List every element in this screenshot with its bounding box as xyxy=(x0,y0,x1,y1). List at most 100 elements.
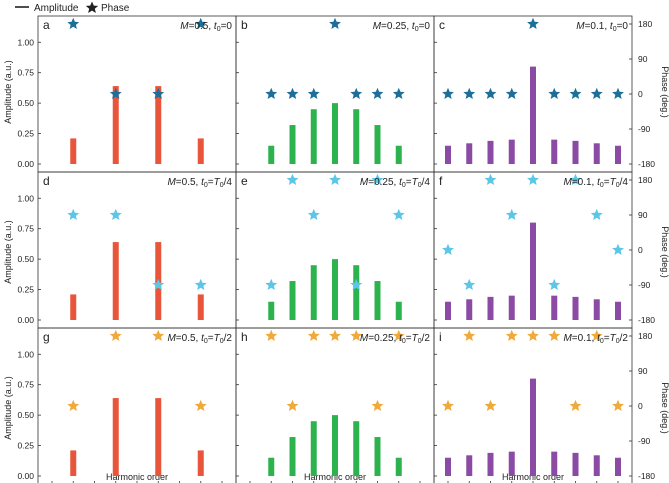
y-right-tick-label: -90 xyxy=(638,124,651,134)
amplitude-bar xyxy=(551,451,558,476)
panel-e: e M=0.25, t0=T0/4 xyxy=(235,171,435,329)
panel-a: 0.00 0.25 0.50 0.75 1.00 a M=0.5, t0=0 xyxy=(17,15,237,173)
panels-grid: 0.00 0.25 0.50 0.75 1.00 a M=0.5, t0=0 0.00 0.25… xyxy=(17,15,655,483)
amplitude-bar xyxy=(353,109,360,164)
phase-star xyxy=(442,399,454,412)
phase-star xyxy=(392,208,405,221)
panel-title: M=0.25, t0=T0/2 xyxy=(360,333,431,345)
amplitude-bar xyxy=(374,281,381,320)
phase-star xyxy=(463,87,476,100)
y-left-tick-label: 0.00 xyxy=(17,315,34,325)
phase-star xyxy=(505,208,518,221)
x-title-col3: Harmonic order xyxy=(502,472,564,482)
amplitude-bar xyxy=(530,66,536,164)
y-left-tick-label: 0.50 xyxy=(17,410,34,420)
panel-letter: a xyxy=(43,18,50,32)
y-left-title-row1: Amplitude (a.u.) xyxy=(3,60,13,124)
phase-star xyxy=(527,17,539,30)
y-left-tick-label: 0.75 xyxy=(17,68,34,78)
y-right-tick-label: 0 xyxy=(638,89,643,99)
y-axis-titles: Amplitude (a.u.) Amplitude (a.u.) Amplit… xyxy=(3,60,669,440)
amplitude-bar xyxy=(508,139,515,164)
amplitude-bar xyxy=(508,295,515,320)
amplitude-bar xyxy=(310,109,317,164)
panel-f: -180 -90 0 90 180 f M=0.1, t0=T0/4 xyxy=(433,171,655,329)
y-right-tick-label: -180 xyxy=(638,315,655,325)
phase-star xyxy=(286,399,299,412)
y-right-tick-label: 0 xyxy=(638,245,643,255)
phase-star xyxy=(463,329,476,342)
panel-h: -4-3-2-101234hM=0.25, t0=T0/2 xyxy=(235,327,435,483)
amplitude-bar xyxy=(353,421,360,476)
y-left-tick-label: 1.00 xyxy=(17,37,34,47)
y-right-tick-label: -90 xyxy=(638,280,651,290)
panel-c: -180 -90 0 90 180 c M=0.1, t0=0 xyxy=(433,15,655,173)
panel-frame xyxy=(37,327,237,483)
amplitude-bar xyxy=(466,143,473,164)
y-left-tick-label: 0.50 xyxy=(17,254,34,264)
amplitude-bar xyxy=(615,145,621,164)
panel-title: M=0.1, t0=T0/4 xyxy=(563,177,628,189)
amplitude-bar xyxy=(445,145,451,164)
amplitude-bar xyxy=(289,281,296,320)
phase-star xyxy=(194,278,207,291)
y-right-tick-label: 180 xyxy=(638,175,652,185)
amplitude-bar xyxy=(70,294,77,320)
y-right-tick-label: 0 xyxy=(638,401,643,411)
phase-star xyxy=(371,173,384,186)
panel-d: 0.00 0.25 0.50 0.75 1.00 d M=0.5, t0=T0/4 xyxy=(17,171,237,329)
amplitude-bar xyxy=(353,265,360,320)
phase-star xyxy=(350,278,363,291)
amplitude-bar xyxy=(487,140,494,164)
y-left-tick-label: 0.50 xyxy=(17,98,34,108)
phase-star xyxy=(307,87,320,100)
amplitude-bar xyxy=(615,301,621,320)
phase-star xyxy=(350,329,363,342)
amplitude-legend-label: Amplitude xyxy=(34,3,79,14)
amplitude-bar xyxy=(572,296,579,320)
amplitude-bar xyxy=(332,259,338,320)
y-left-title-row2: Amplitude (a.u.) xyxy=(3,220,13,284)
y-right-title-row2: Phase (deg.) xyxy=(660,226,669,278)
phase-star xyxy=(67,208,80,221)
y-right-title-row3: Phase (deg.) xyxy=(660,382,669,434)
phase-star xyxy=(329,173,341,186)
amplitude-bar xyxy=(530,378,536,476)
amplitude-bar xyxy=(70,138,77,164)
amplitude-bar xyxy=(155,398,162,476)
y-left-tick-label: 0.00 xyxy=(17,159,34,169)
panel-letter: i xyxy=(439,330,442,344)
phase-star xyxy=(569,399,582,412)
y-right-tick-label: 90 xyxy=(638,54,648,64)
phase-star xyxy=(371,399,384,412)
panel-letter: c xyxy=(439,18,445,32)
panel-title: M=0.5, t0=T0/4 xyxy=(167,177,232,189)
panel-title: M=0.25, t0=T0/4 xyxy=(360,177,431,189)
legend: Amplitude Phase xyxy=(15,1,130,14)
phase-star xyxy=(569,87,582,100)
amplitude-bar xyxy=(445,457,451,476)
amplitude-bar xyxy=(374,437,381,476)
phase-star xyxy=(194,399,207,412)
amplitude-bar xyxy=(395,457,402,476)
phase-star xyxy=(109,208,122,221)
phase-star xyxy=(463,278,476,291)
amplitude-bar xyxy=(445,301,451,320)
phase-star xyxy=(307,208,320,221)
phase-star xyxy=(194,17,207,30)
y-right-tick-label: 90 xyxy=(638,366,648,376)
panel-letter: f xyxy=(439,174,443,188)
panel-title: M=0.5, t0=T0/2 xyxy=(167,333,232,345)
panel-frame xyxy=(37,171,237,329)
panel-letter: e xyxy=(241,174,248,188)
panel-title: M=0.5, t0=0 xyxy=(180,21,232,33)
phase-star xyxy=(67,17,80,30)
panel-b: b M=0.25, t0=0 xyxy=(235,15,435,173)
amplitude-bar xyxy=(374,125,381,164)
amplitude-bar xyxy=(289,125,296,164)
panel-title: M=0.25, t0=0 xyxy=(373,21,431,33)
amplitude-bar xyxy=(487,452,494,476)
amplitude-bar xyxy=(466,455,473,476)
